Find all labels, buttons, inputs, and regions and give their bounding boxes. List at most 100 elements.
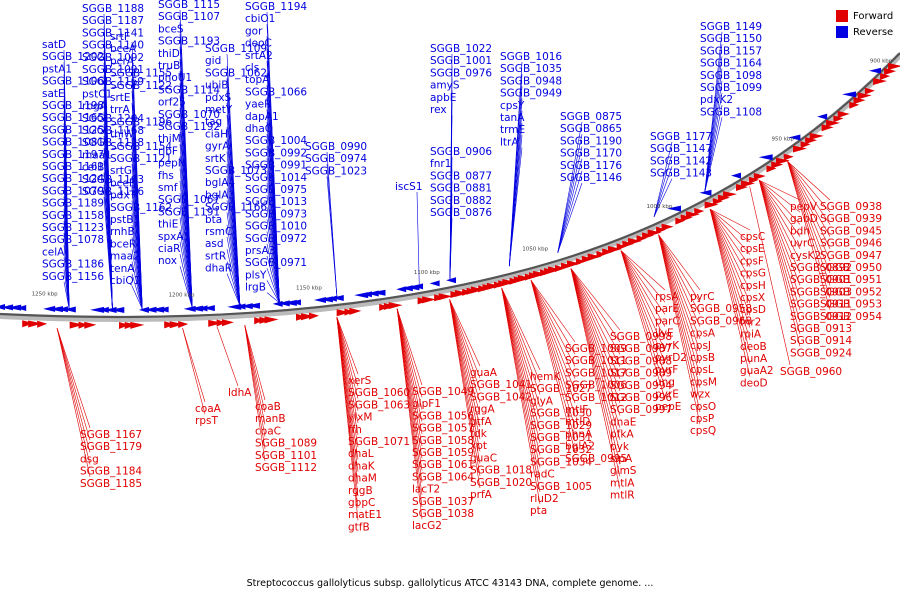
forward-leader-line (709, 209, 751, 328)
forward-leader-line (501, 287, 541, 371)
position-tick-label: 1200 kbp (169, 292, 195, 298)
reverse-gene-label: celB (82, 162, 104, 174)
reverse-gene-label: SGGB_1124 (42, 173, 104, 185)
forward-gene-arrow (873, 77, 888, 85)
legend-item-reverse: Reverse (836, 24, 900, 40)
reverse-leader-line (266, 255, 280, 303)
forward-gene-label: pepE (655, 401, 681, 413)
forward-gene-label: SGGB_1042 (470, 391, 532, 403)
forward-gene-arrow (753, 173, 766, 181)
forward-gene-arrow (566, 260, 581, 268)
reverse-gene-arrow (150, 306, 165, 313)
forward-leader-line (530, 280, 576, 404)
forward-gene-arrow (793, 145, 807, 153)
forward-gene-label: SGGB_1184 (80, 466, 142, 478)
forward-gene-label: cpsD (740, 304, 766, 316)
reverse-gene-label: SGGB_1066 (245, 86, 307, 98)
forward-gene-arrow (805, 137, 818, 145)
forward-gene-arrow (216, 319, 227, 327)
reverse-gene-label: SGGB_1107 (158, 11, 220, 23)
forward-gene-label: gbpC (348, 497, 375, 509)
forward-gene-arrow (470, 286, 485, 294)
forward-leader-line (570, 268, 621, 440)
reverse-gene-label: maa2 (110, 251, 140, 263)
forward-leader-line (501, 287, 541, 383)
reverse-leader-line (557, 182, 583, 253)
reverse-gene-label: SGGB_1067 (158, 194, 220, 206)
reverse-gene-label: rex (430, 104, 447, 116)
legend-label-forward: Forward (853, 10, 894, 22)
forward-gene-label: glpF1 (412, 398, 441, 410)
reverse-leader-line (704, 92, 723, 193)
reverse-leader-line (131, 273, 143, 309)
reverse-gene-label: SGGB_1155 (110, 68, 172, 80)
reverse-gene-label: nox (158, 255, 177, 267)
reverse-gene-label: SGGB_1114 (158, 84, 220, 96)
forward-leader-line (244, 325, 266, 425)
forward-gene-label: SGGB_0987 (610, 343, 672, 355)
reverse-gene-label: SGGB_1022 (430, 43, 492, 55)
forward-gene-arrow (821, 124, 834, 132)
forward-gene-label: bdh (790, 225, 810, 237)
forward-gene-label: cpsG (740, 268, 766, 280)
reverse-gene-label: SGGB_1109 (205, 43, 267, 55)
reverse-gene-label: SGGB_1091 (82, 64, 144, 76)
forward-leader-line (449, 299, 481, 489)
forward-leader-line (759, 180, 801, 201)
forward-leader-line (396, 308, 423, 398)
forward-gene-label: SGGB_0950 (820, 262, 882, 274)
forward-leader-line (620, 250, 666, 364)
forward-leader-line (449, 299, 481, 428)
forward-gene-label: SGGB_0945 (820, 225, 882, 237)
reverse-gene-label: SGGB_1073 (205, 165, 267, 177)
reverse-gene-label: SGGB_1140 (82, 40, 144, 52)
forward-leader-line (759, 180, 801, 274)
reverse-gene-arrow (277, 300, 290, 307)
forward-gene-label: SGGB_1031 (530, 432, 592, 444)
position-tick-label: 950 kbp (771, 136, 794, 142)
forward-leader-line (336, 317, 359, 423)
forward-gene-label: SGGB_0938 (820, 201, 882, 213)
reverse-gene-arrow (138, 306, 149, 313)
reverse-gene-label: satD (42, 39, 66, 51)
forward-gene-label: xpt (470, 440, 487, 452)
reverse-leader-line (326, 176, 338, 298)
forward-leader-line (530, 280, 576, 355)
forward-gene-arrow (704, 201, 719, 209)
reverse-leader-line (179, 266, 193, 308)
forward-gene-label: glyA (530, 395, 554, 407)
forward-gene-arrow (301, 313, 316, 321)
forward-gene-label: pyrF (655, 364, 678, 376)
reverse-gene-label: SGGB_1197 (42, 149, 104, 161)
forward-gene-label: fnr2 (740, 316, 761, 328)
reverse-gene-label: bceS (158, 23, 184, 35)
reverse-gene-arrow (43, 305, 56, 312)
forward-gene-arrow (694, 208, 705, 216)
reverse-gene-label: SGGB_0971 (245, 257, 307, 269)
reverse-gene-label: SGGB_1081 (42, 137, 104, 149)
reverse-gene-label: SGGB_1123 (42, 222, 104, 234)
reverse-gene-label: truB (158, 60, 180, 72)
forward-gene-label: SGGB_1063 (348, 399, 410, 411)
forward-gene-arrow (849, 101, 860, 109)
reverse-leader-line (449, 217, 453, 280)
forward-gene-label: punA (740, 353, 768, 365)
reverse-gene-label: SGGB_1186 (42, 259, 104, 271)
reverse-leader-line (179, 229, 193, 308)
forward-gene-arrow (647, 229, 662, 237)
forward-leader-line (182, 327, 206, 415)
reverse-gene-label: thiE (158, 219, 178, 231)
reverse-gene-label: srtF (110, 31, 130, 43)
forward-leader-line (620, 250, 666, 291)
reverse-gene-label: thiW (110, 129, 135, 141)
forward-gene-label: mtlR (610, 490, 635, 502)
forward-gene-label: pyrE (655, 389, 679, 401)
legend-label-reverse: Reverse (853, 26, 894, 38)
forward-leader-line (787, 161, 831, 225)
forward-leader-line (182, 327, 206, 403)
forward-gene-label: rpsA (655, 291, 679, 303)
forward-leader-line (501, 287, 541, 468)
reverse-gene-arrow (227, 303, 242, 310)
reverse-gene-label: SGGB_0976 (430, 67, 492, 79)
forward-gene-label: pfkA (610, 429, 634, 441)
